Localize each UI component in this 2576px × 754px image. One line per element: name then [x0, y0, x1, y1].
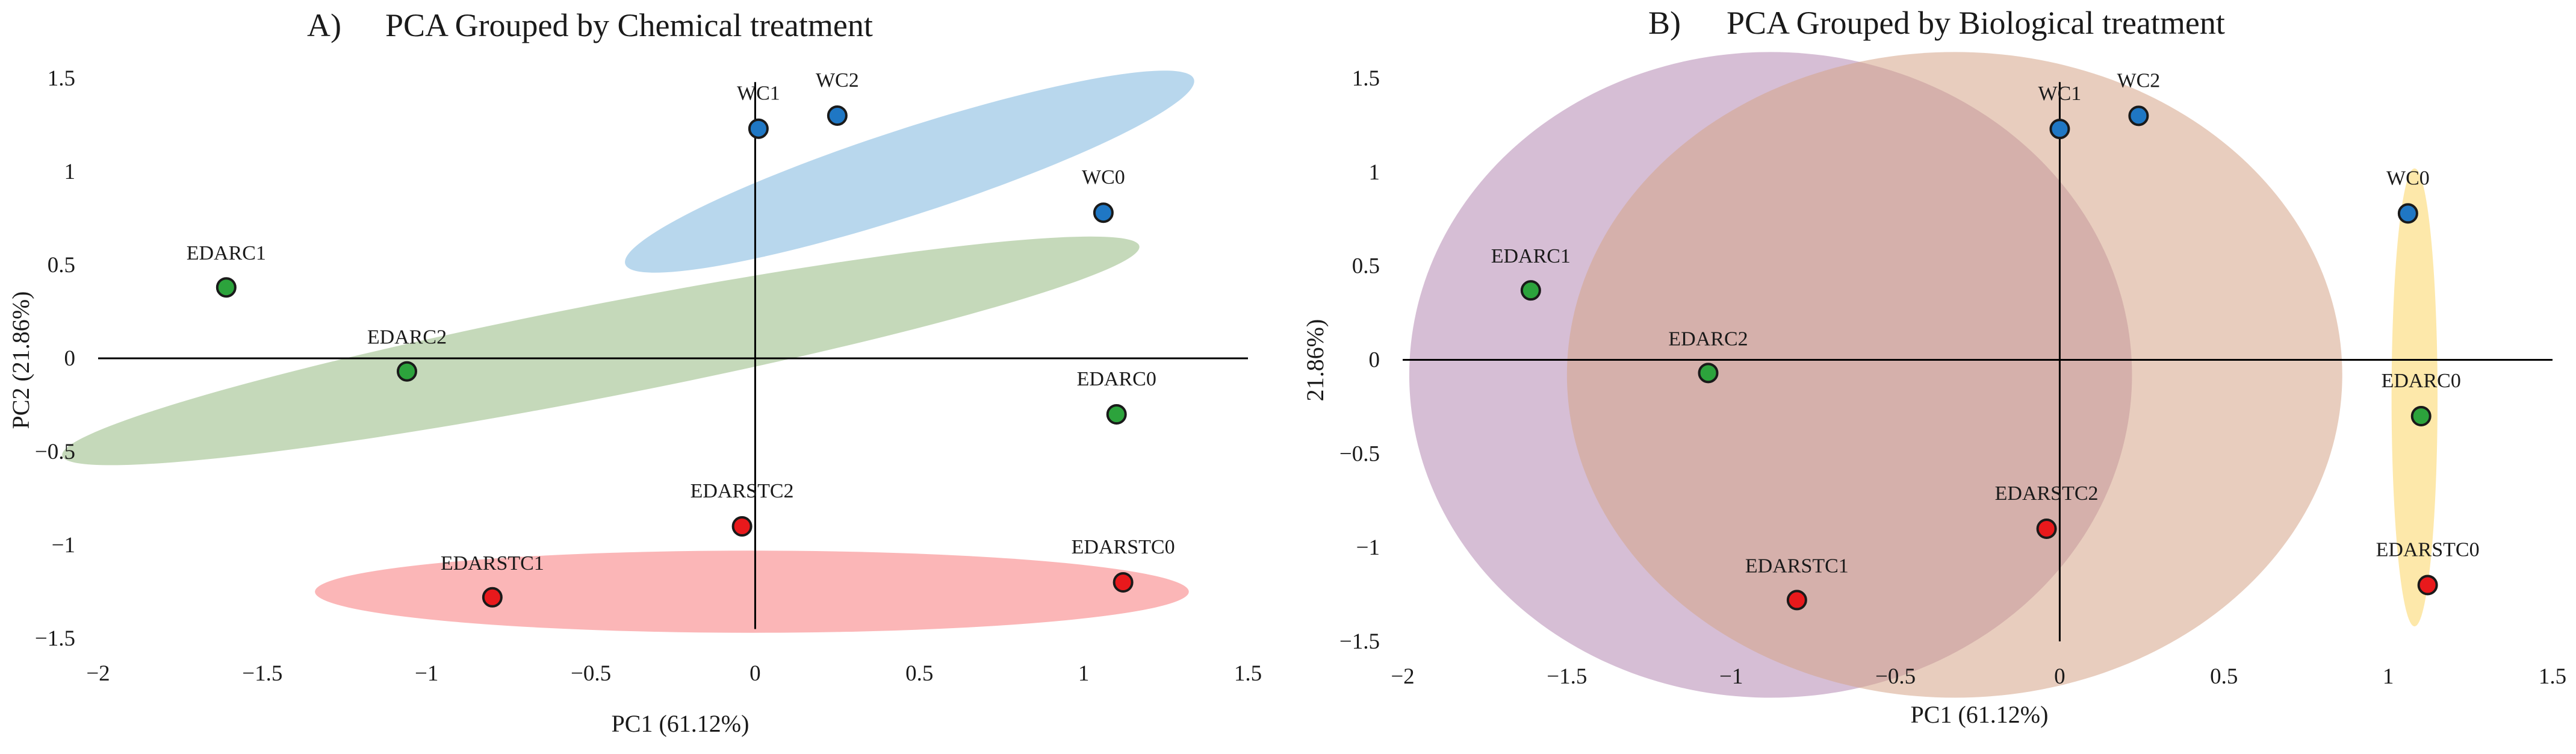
x-tick-label: 1 — [2383, 664, 2394, 689]
data-point-edarstc2 — [731, 516, 753, 537]
data-point-edarstc2 — [2036, 519, 2057, 539]
point-label-edarstc0: EDARSTC0 — [1072, 536, 1175, 558]
point-label-edarstc2: EDARSTC2 — [1995, 482, 2099, 505]
point-label-wc2: WC2 — [816, 69, 859, 92]
panel-a: A) PCA Grouped by Chemical treatment −2 −1.… — [7, 7, 1262, 737]
point-label-edarstc2: EDARSTC2 — [691, 480, 794, 502]
panel-b: B) PCA Grouped by Biological treatment−2−… — [1302, 5, 2566, 728]
x-tick-label: 1 — [1078, 661, 1090, 686]
data-point-edarc1 — [216, 277, 237, 298]
x-tick-label: −0.5 — [571, 661, 611, 686]
point-label-edarc0: EDARC0 — [1077, 368, 1156, 390]
x-tick-label: −2 — [1391, 664, 1414, 689]
point-label-edarc1: EDARC1 — [1491, 245, 1571, 267]
data-point-edarstc0 — [2417, 575, 2438, 596]
point-label-edarc2: EDARC2 — [367, 326, 447, 349]
x-tick-label: −0.5 — [1875, 664, 1916, 689]
y-tick-label: 0.5 — [48, 253, 75, 278]
data-point-wc2 — [2128, 105, 2149, 126]
group-ellipse-edarc — [62, 236, 1140, 466]
y-tick-label: −1.5 — [1339, 629, 1380, 654]
x-tick-label: 0.5 — [2210, 664, 2238, 689]
data-point-edarstc1 — [1786, 590, 1807, 611]
point-label-wc1: WC1 — [2038, 83, 2082, 105]
x-tick-label: 1.5 — [2539, 664, 2566, 689]
data-point-edarstc1 — [482, 587, 503, 608]
data-point-wc0 — [2397, 203, 2418, 224]
point-label-wc0: WC0 — [1082, 166, 1125, 188]
chart-title: PCA Grouped by Biological treatment — [1727, 5, 2225, 41]
y-tick-label: 0 — [1369, 348, 1380, 373]
x-tick-label: −2 — [86, 661, 110, 686]
data-point-wc0 — [1093, 202, 1114, 223]
point-label-edarstc1: EDARSTC1 — [1745, 555, 1849, 577]
x-tick-label: −1.5 — [242, 661, 282, 686]
y-tick-label: −0.5 — [35, 440, 75, 464]
y-tick-label: 1.5 — [48, 66, 75, 91]
data-point-edarc0 — [1106, 404, 1127, 425]
data-point-edarc2 — [1698, 363, 1719, 384]
y-tick-label: −1 — [1356, 535, 1380, 560]
panel-label: A) — [307, 7, 341, 43]
y-tick-label: 0 — [64, 346, 76, 371]
point-label-edarstc1: EDARSTC1 — [441, 552, 544, 575]
y-axis-label: PC2 (21.86%) — [7, 291, 34, 429]
point-label-wc0: WC0 — [2386, 167, 2430, 189]
point-label-edarc1: EDARC1 — [187, 242, 266, 264]
data-point-edarc0 — [2410, 406, 2432, 426]
group-ellipse-yellow — [2391, 168, 2438, 627]
x-tick-label: 0 — [2054, 664, 2065, 689]
x-tick-label: −1 — [1719, 664, 1743, 689]
y-tick-label: 0.5 — [1352, 254, 1380, 279]
data-point-edarc2 — [396, 361, 417, 382]
x-tick-label: −1.5 — [1547, 664, 1587, 689]
group-ellipse-wc — [625, 70, 1194, 273]
data-point-wc2 — [827, 105, 848, 126]
x-axis-label: PC1 (61.12%) — [612, 710, 750, 737]
y-tick-label: 1.5 — [1352, 66, 1380, 91]
panel-label: B) — [1648, 5, 1681, 41]
x-tick-label: 0 — [750, 661, 761, 686]
y-tick-label: −0.5 — [1339, 441, 1380, 466]
point-label-wc1: WC1 — [737, 83, 780, 105]
group-ellipse-tan — [1566, 52, 2342, 698]
data-point-wc1 — [748, 118, 769, 139]
y-axis-label: 21.86%) — [1302, 319, 1329, 402]
x-axis-label: PC1 (61.12%) — [1911, 701, 2049, 728]
data-point-edarc1 — [1520, 280, 1541, 301]
x-tick-label: −1 — [415, 661, 438, 686]
y-tick-label: 1 — [64, 160, 76, 184]
point-label-edarstc0: EDARSTC0 — [2376, 539, 2480, 561]
group-ellipse-edarstc — [315, 550, 1189, 633]
data-point-edarstc0 — [1113, 572, 1134, 593]
y-tick-label: 1 — [1369, 160, 1380, 185]
data-point-wc1 — [2049, 119, 2070, 140]
y-tick-label: −1.5 — [35, 626, 75, 651]
x-tick-label: 0.5 — [905, 661, 933, 686]
y-tick-label: −1 — [52, 533, 75, 558]
point-label-edarc2: EDARC2 — [1668, 328, 1748, 350]
x-tick-label: 1.5 — [1234, 661, 1262, 686]
point-label-edarc0: EDARC0 — [2382, 370, 2461, 392]
chart-title: PCA Grouped by Chemical treatment — [385, 7, 873, 43]
point-label-wc2: WC2 — [2117, 69, 2161, 92]
